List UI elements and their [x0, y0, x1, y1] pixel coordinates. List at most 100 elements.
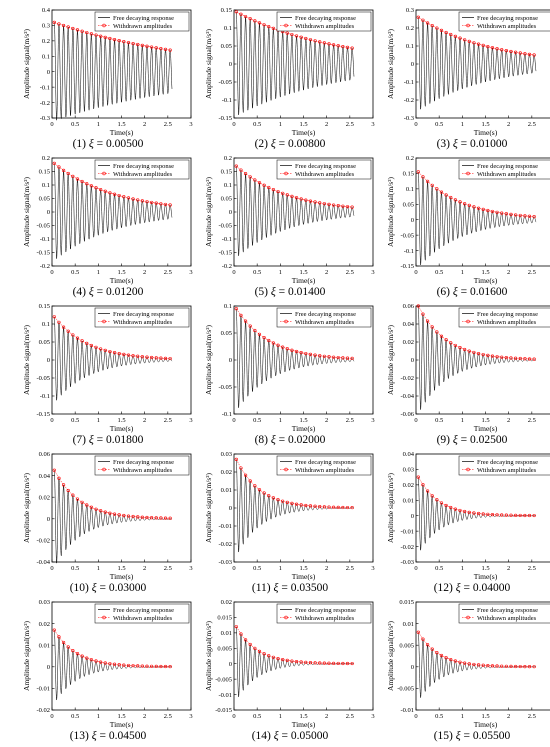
amplitude-marker	[66, 488, 70, 493]
response-line	[236, 11, 355, 116]
legend-response-label: Free decaying response	[477, 163, 538, 170]
x-tick-label: 1	[461, 417, 464, 424]
y-tick-label: -0.06	[400, 411, 414, 418]
legend-amplitude-label: Withdrawn amplitudes	[295, 23, 355, 30]
amplitude-marker	[500, 355, 504, 359]
amplitude-marker	[439, 653, 444, 658]
amplitude-marker	[234, 457, 238, 461]
legend-amplitude-marker	[466, 23, 470, 28]
amplitude-marker	[131, 41, 135, 46]
amplitude-marker	[276, 189, 280, 194]
caption-index: (1)	[72, 138, 89, 150]
x-axis-label: Time(s)	[474, 128, 498, 137]
legend-response-label: Free decaying response	[295, 311, 356, 318]
amplitude-marker	[453, 659, 457, 663]
x-tick-label: 1.5	[117, 713, 125, 720]
caption-index: (11)	[251, 582, 274, 594]
amplitude-marker	[234, 625, 238, 629]
x-tick-label: 0.5	[435, 269, 443, 276]
x-tick-label: 0	[232, 565, 235, 572]
amplitude-marker	[304, 198, 308, 202]
x-axis-label: Time(s)	[110, 720, 134, 729]
panel-caption: (2) ξ = 0.00800	[200, 138, 380, 150]
amplitude-marker	[290, 194, 294, 198]
y-tick-label: 0.01	[221, 487, 232, 494]
amplitude-marker	[416, 475, 420, 479]
x-axis-label: Time(s)	[474, 276, 498, 285]
x-axis-label: Time(s)	[292, 572, 316, 581]
amplitude-marker	[57, 22, 61, 26]
amplitude-marker	[421, 18, 425, 22]
panel-caption: (8) ξ = 0.02000	[200, 434, 380, 446]
x-tick-label: 1	[279, 121, 282, 128]
legend-amplitude-marker	[102, 171, 106, 176]
legend-response-label: Free decaying response	[295, 459, 356, 466]
amplitude-marker	[234, 10, 238, 14]
amplitude-marker	[52, 468, 56, 472]
amplitude-marker	[85, 656, 89, 660]
amplitude-marker	[163, 664, 168, 669]
legend-response-label: Free decaying response	[113, 163, 174, 170]
amplitude-marker	[527, 214, 532, 218]
amplitude-marker	[262, 652, 266, 656]
amplitude-marker	[163, 356, 168, 360]
x-tick-label: 2	[325, 121, 328, 128]
amplitude-marker	[285, 31, 289, 35]
amplitude-marker	[467, 39, 471, 43]
amplitude-marker	[239, 466, 243, 470]
amplitude-marker	[285, 347, 289, 351]
amplitude-marker	[108, 36, 112, 41]
chart-svg: 0 0.5 1 1.5 2 2.5 3 -0.02 -0.01 0 0.01 0.02 0.03 Time…	[22, 599, 193, 729]
x-tick-label: 2	[325, 565, 328, 572]
y-tick-label: -0.01	[400, 707, 414, 714]
x-tick-label: 0.5	[71, 713, 79, 720]
panel-caption: (9) ξ = 0.02500	[382, 434, 550, 446]
x-tick-label: 0.5	[71, 269, 79, 276]
amplitude-marker	[313, 39, 317, 43]
response-line	[54, 22, 173, 122]
amplitude-marker	[486, 663, 490, 668]
x-tick-label: 2	[143, 713, 146, 720]
caption-index: (13)	[69, 730, 92, 742]
amplitude-marker	[80, 339, 84, 343]
amplitude-marker	[294, 659, 299, 664]
amplitude-marker	[108, 511, 112, 515]
x-axis-label: Time(s)	[292, 720, 316, 729]
amplitude-marker	[304, 36, 308, 41]
amplitude-marker	[299, 35, 303, 39]
amplitude-marker	[75, 177, 80, 181]
amplitude-envelope	[54, 470, 171, 519]
legend-amplitude-label: Withdrawn amplitudes	[113, 615, 173, 622]
chart-panel: 0 0.5 1 1.5 2 2.5 3 -0.2 -0.15 -0.1 -0.05 0 0.05 0.1 0…	[18, 154, 198, 302]
x-tick-label: 0.5	[253, 269, 261, 276]
x-tick-label: 0	[414, 121, 417, 128]
y-tick-label: -0.01	[218, 692, 232, 699]
caption-xi-value: = 0.00800	[275, 138, 326, 150]
amplitude-marker	[61, 168, 66, 172]
x-tick-label: 0.5	[71, 417, 79, 424]
legend-response-label: Free decaying response	[295, 15, 356, 22]
amplitude-marker	[336, 44, 340, 48]
y-tick-label: 0.05	[39, 196, 50, 203]
chart-svg: 0 0.5 1 1.5 2 2.5 3 -0.1 -0.05 0 0.05 0.1 Time(s) Amp…	[204, 303, 375, 433]
amplitude-marker	[463, 347, 467, 352]
amplitude-marker	[112, 192, 117, 196]
legend-box	[94, 11, 190, 32]
legend-box	[458, 455, 550, 476]
x-tick-label: 3	[189, 417, 192, 424]
amplitude-marker	[57, 476, 61, 480]
x-axis-label: Time(s)	[292, 424, 316, 433]
amplitude-marker	[234, 307, 238, 311]
x-tick-label: 1.5	[481, 713, 489, 720]
chart-panel: 00.511.522.53-0.01-0.00500.0050.010.015T…	[382, 598, 550, 746]
amplitude-marker	[527, 357, 532, 361]
amplitude-marker	[52, 20, 56, 24]
y-tick-label: 0.04	[39, 473, 51, 480]
amplitude-marker	[444, 656, 448, 660]
x-tick-label: 2.5	[346, 121, 354, 128]
amplitude-marker	[444, 30, 448, 35]
amplitude-marker	[476, 42, 481, 46]
y-tick-label: 0.04	[403, 451, 415, 458]
amplitude-marker	[257, 649, 262, 653]
y-tick-label: 0.06	[39, 451, 51, 458]
